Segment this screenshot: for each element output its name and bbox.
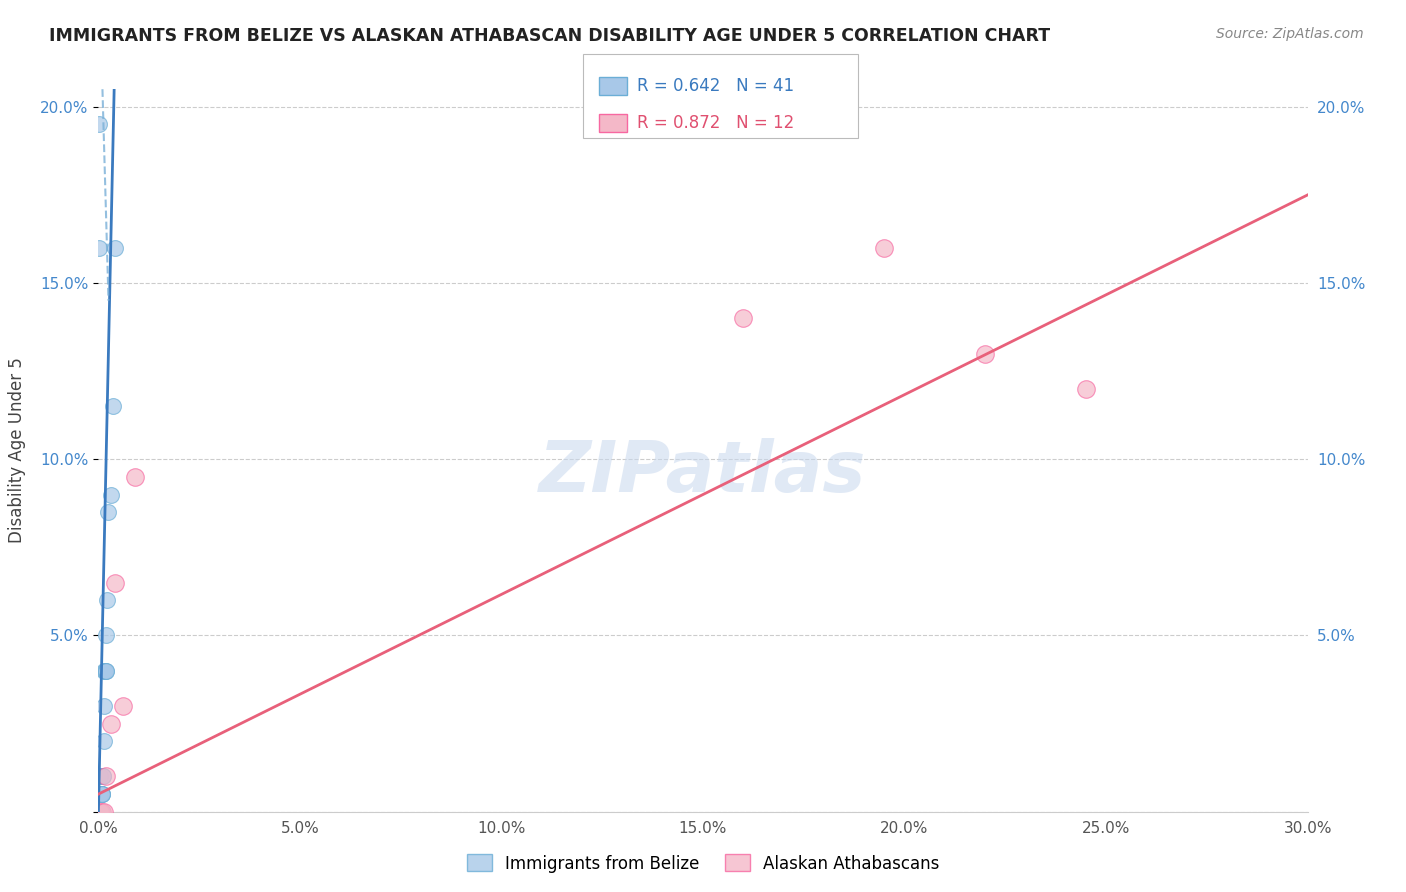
Text: Source: ZipAtlas.com: Source: ZipAtlas.com bbox=[1216, 27, 1364, 41]
Point bbox=[91, 769, 114, 783]
Point bbox=[90, 787, 112, 801]
Point bbox=[873, 241, 896, 255]
Point bbox=[91, 787, 114, 801]
Point bbox=[111, 698, 134, 713]
Point bbox=[94, 664, 117, 678]
Point bbox=[100, 716, 122, 731]
Point bbox=[89, 805, 111, 819]
Point bbox=[90, 805, 112, 819]
Point bbox=[89, 805, 111, 819]
Point bbox=[89, 805, 111, 819]
Point bbox=[96, 628, 118, 642]
Point bbox=[91, 769, 114, 783]
Point bbox=[89, 805, 111, 819]
Text: IMMIGRANTS FROM BELIZE VS ALASKAN ATHABASCAN DISABILITY AGE UNDER 5 CORRELATION : IMMIGRANTS FROM BELIZE VS ALASKAN ATHABA… bbox=[49, 27, 1050, 45]
Point bbox=[96, 769, 118, 783]
Legend: Immigrants from Belize, Alaskan Athabascans: Immigrants from Belize, Alaskan Athabasc… bbox=[460, 847, 946, 880]
Text: R = 0.642   N = 41: R = 0.642 N = 41 bbox=[637, 77, 794, 95]
Point bbox=[101, 400, 124, 414]
Point bbox=[89, 805, 111, 819]
Point bbox=[733, 311, 755, 326]
Point bbox=[89, 787, 111, 801]
Point bbox=[100, 487, 122, 501]
Point bbox=[89, 769, 111, 783]
Point bbox=[93, 664, 115, 678]
Y-axis label: Disability Age Under 5: Disability Age Under 5 bbox=[8, 358, 27, 543]
Point bbox=[96, 664, 118, 678]
Point bbox=[91, 787, 114, 801]
Point bbox=[93, 734, 115, 748]
Point bbox=[89, 805, 111, 819]
Point bbox=[103, 575, 125, 590]
Point bbox=[87, 805, 110, 819]
Text: R = 0.872   N = 12: R = 0.872 N = 12 bbox=[637, 114, 794, 132]
Point bbox=[94, 664, 117, 678]
Point bbox=[89, 805, 111, 819]
Point bbox=[93, 698, 115, 713]
Point bbox=[90, 787, 112, 801]
Point bbox=[124, 470, 146, 484]
Point bbox=[90, 787, 112, 801]
Point bbox=[89, 805, 111, 819]
Point bbox=[1074, 382, 1097, 396]
Point bbox=[974, 346, 997, 360]
Point bbox=[87, 805, 110, 819]
Point bbox=[90, 805, 112, 819]
Point bbox=[103, 241, 125, 255]
Text: ZIPatlas: ZIPatlas bbox=[540, 438, 866, 507]
Point bbox=[93, 805, 115, 819]
Point bbox=[89, 805, 111, 819]
Point bbox=[87, 118, 110, 132]
Point bbox=[89, 787, 111, 801]
Point bbox=[87, 805, 110, 819]
Point bbox=[97, 505, 120, 519]
Point bbox=[87, 241, 110, 255]
Point bbox=[89, 805, 111, 819]
Point bbox=[87, 805, 110, 819]
Point bbox=[87, 805, 110, 819]
Point bbox=[91, 805, 114, 819]
Point bbox=[96, 593, 118, 607]
Point bbox=[91, 805, 114, 819]
